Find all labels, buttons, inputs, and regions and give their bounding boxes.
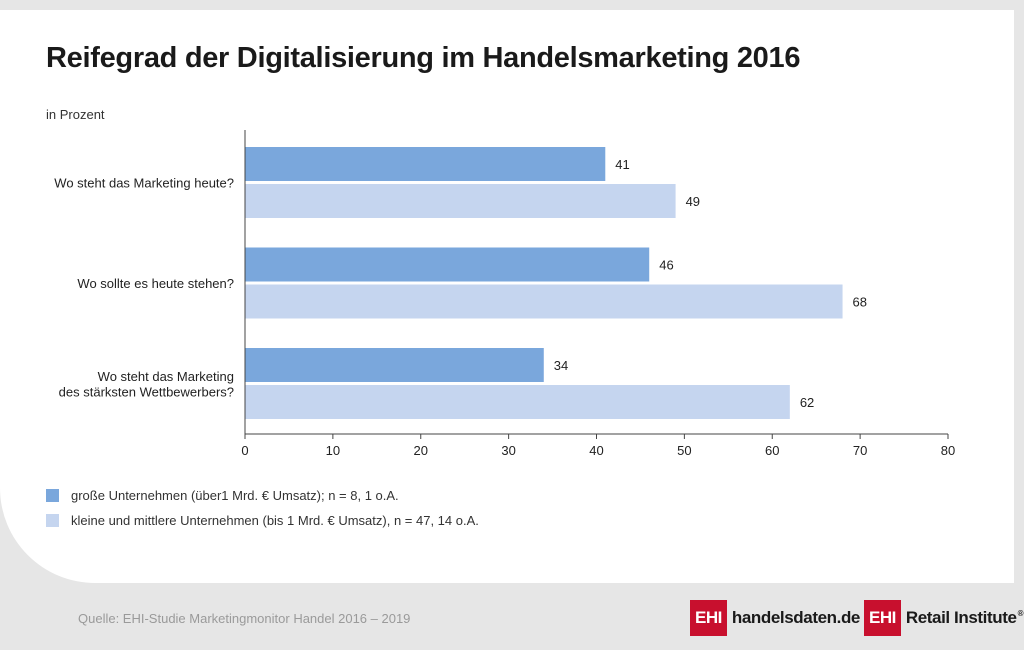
bar-value-label: 62 (800, 395, 814, 410)
bar (245, 247, 650, 282)
bar (245, 385, 790, 419)
legend-label-large: große Unternehmen (über1 Mrd. € Umsatz);… (71, 488, 399, 503)
category-label: Wo steht das Marketing (98, 369, 234, 384)
x-tick-label: 10 (326, 443, 340, 458)
bar (245, 348, 544, 382)
logo-text-retail-institute: Retail Institute® (905, 608, 1024, 627)
chart-title: Reifegrad der Digitalisierung im Handels… (46, 42, 801, 74)
bar (245, 284, 843, 319)
logo-retail-institute: EHI Retail Institute® (864, 600, 1023, 636)
x-tick-label: 80 (941, 443, 955, 458)
legend-label-small: kleine und mittlere Unternehmen (bis 1 M… (71, 513, 479, 528)
category-label: des stärksten Wettbewerbers? (59, 384, 234, 399)
unit-label: in Prozent (46, 107, 105, 122)
legend-swatch-small (46, 514, 59, 527)
logo-box-ehi-2: EHI (864, 600, 901, 636)
legend-swatch-large (46, 489, 59, 502)
source-note: Quelle: EHI-Studie Marketingmonitor Hand… (78, 611, 411, 626)
x-tick-label: 0 (241, 443, 248, 458)
bar (245, 184, 676, 218)
logo-text-handelsdaten: handelsdaten.de (731, 608, 861, 627)
bar (245, 147, 606, 181)
category-label: Wo sollte es heute stehen? (77, 276, 234, 291)
x-tick-label: 30 (501, 443, 515, 458)
x-tick-label: 40 (589, 443, 603, 458)
x-tick-label: 70 (853, 443, 867, 458)
logo-handelsdaten: EHI handelsdaten.de (690, 600, 860, 636)
x-tick-label: 20 (414, 443, 428, 458)
bar-value-label: 49 (686, 194, 700, 209)
logo-box-ehi: EHI (690, 600, 727, 636)
legend-item-large: große Unternehmen (über1 Mrd. € Umsatz);… (46, 488, 399, 503)
bar-value-label: 68 (853, 295, 867, 310)
legend-item-small: kleine und mittlere Unternehmen (bis 1 M… (46, 513, 479, 528)
bar-value-label: 46 (659, 258, 673, 273)
x-tick-label: 50 (677, 443, 691, 458)
category-label: Wo steht das Marketing heute? (54, 176, 234, 191)
bar-value-label: 34 (554, 358, 568, 373)
x-tick-label: 60 (765, 443, 779, 458)
bar-value-label: 41 (615, 157, 629, 172)
